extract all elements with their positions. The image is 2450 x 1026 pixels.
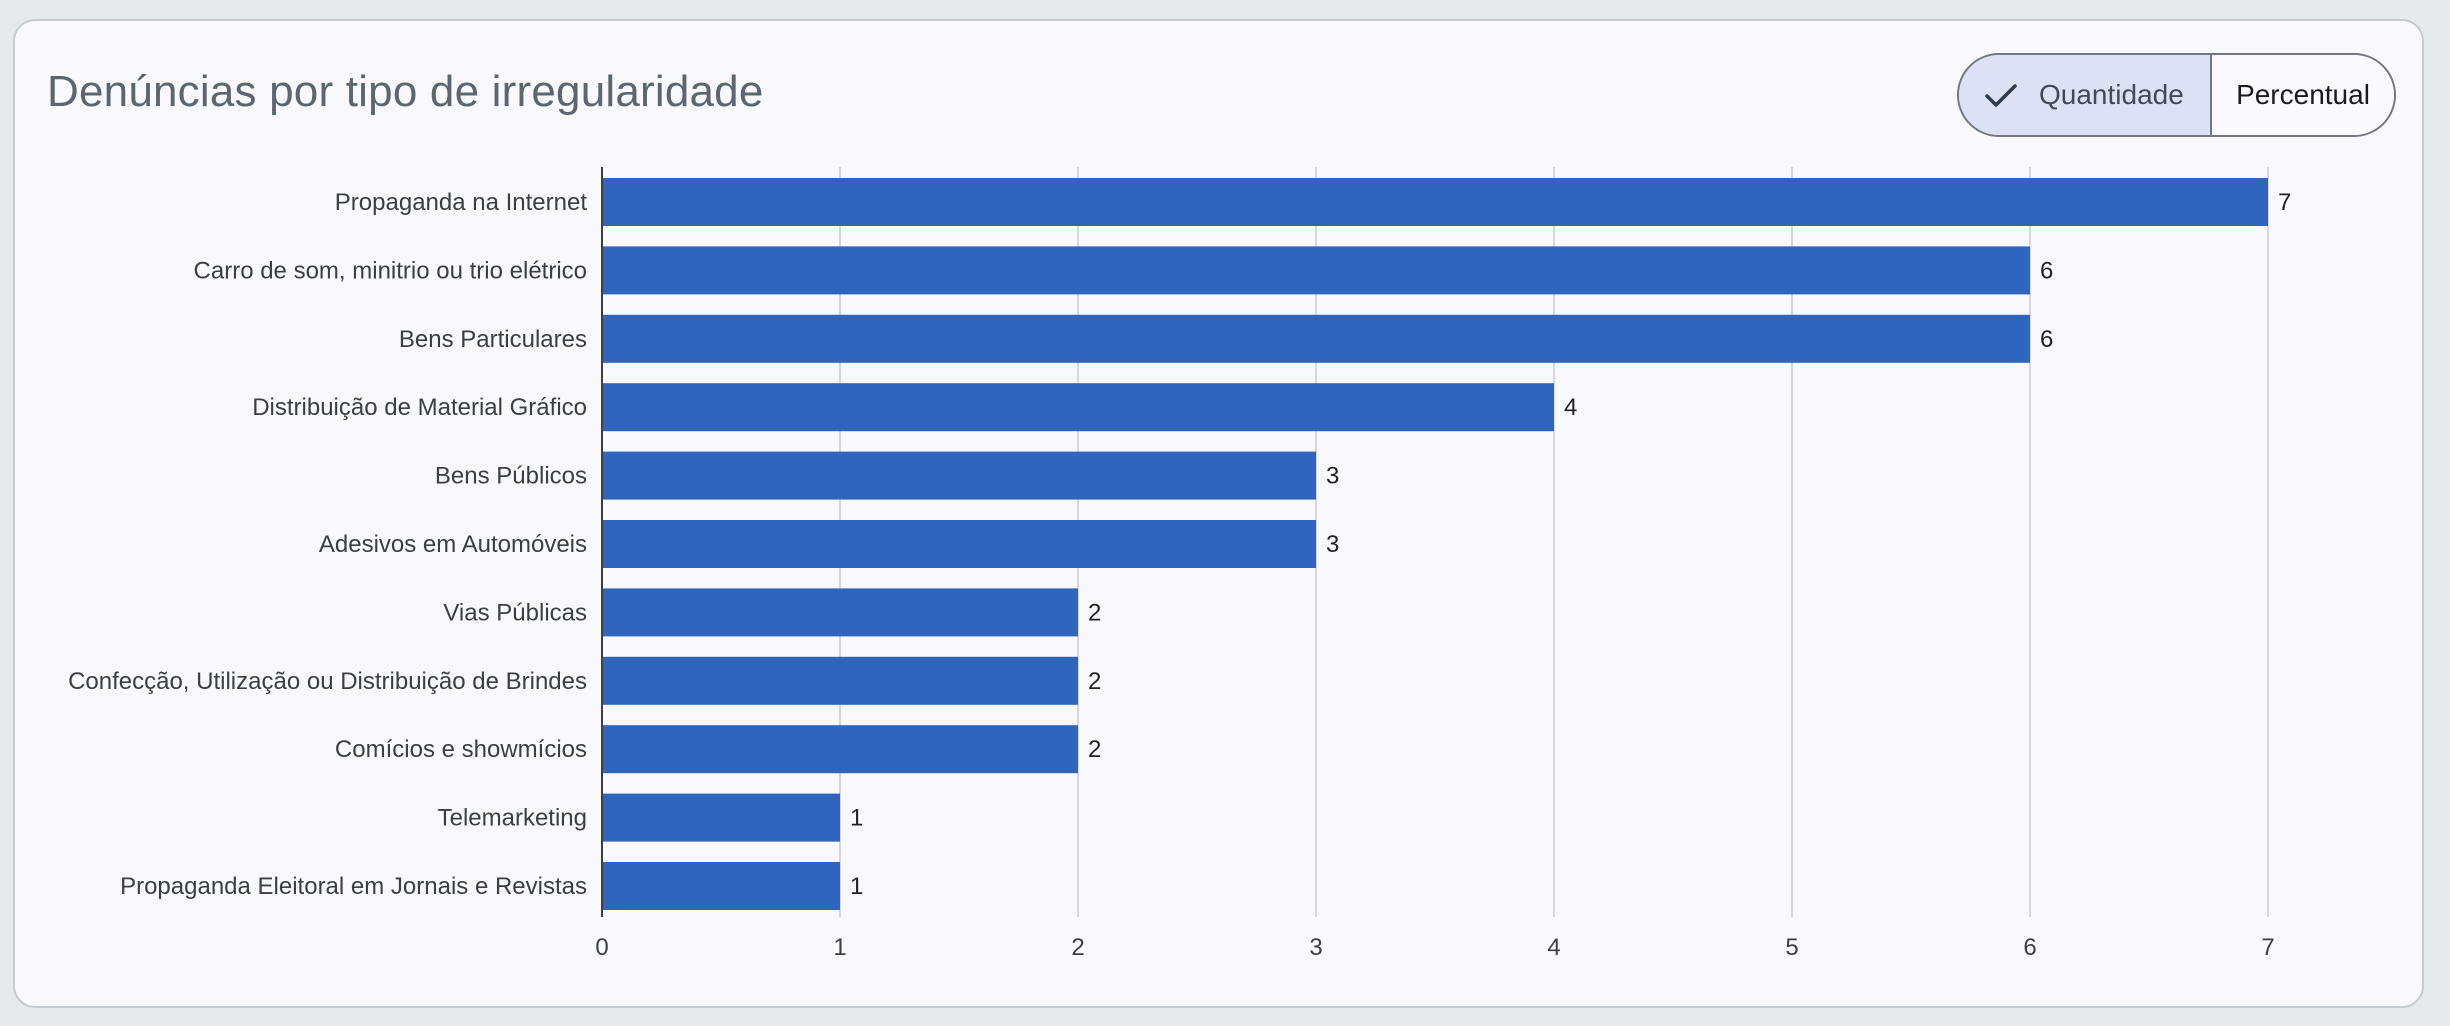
- bar: [602, 656, 1078, 705]
- data-label: 3: [1326, 463, 1339, 490]
- chart-card: Denúncias por tipo de irregularidade Qua…: [13, 19, 2424, 1008]
- category-label: Propaganda Eleitoral em Jornais e Revist…: [120, 873, 587, 900]
- view-toggle: Quantidade Percentual: [1957, 53, 2396, 137]
- bar: [602, 520, 1316, 568]
- category-label: Distribuição de Material Gráfico: [252, 394, 587, 421]
- x-tick-label: 4: [1547, 934, 1560, 961]
- category-label: Vias Públicas: [443, 599, 587, 626]
- x-tick-label: 3: [1309, 934, 1322, 961]
- bar-chart: Propaganda na Internet 7 Carro de som, min…: [68, 167, 2291, 961]
- data-label: 7: [2278, 189, 2291, 216]
- bar: [602, 725, 1078, 774]
- data-label: 1: [850, 873, 863, 900]
- x-tick-label: 0: [595, 934, 608, 961]
- toggle-quantidade-label: Quantidade: [2039, 79, 2184, 110]
- data-label: 2: [1088, 668, 1101, 695]
- data-label: 2: [1088, 736, 1101, 763]
- card-title: Denúncias por tipo de irregularidade: [47, 67, 764, 116]
- category-label: Adesivos em Automóveis: [319, 531, 587, 558]
- category-label: Bens Públicos: [435, 463, 587, 490]
- bar: [602, 314, 2030, 363]
- bar: [602, 451, 1316, 500]
- category-label: Telemarketing: [438, 805, 587, 832]
- toggle-percentual-label: Percentual: [2236, 79, 2370, 110]
- toggle-percentual-button[interactable]: Percentual: [2212, 55, 2394, 135]
- category-label: Comícios e showmícios: [335, 736, 587, 763]
- data-label: 3: [1326, 531, 1339, 558]
- bar: [602, 793, 840, 842]
- x-tick-label: 5: [1785, 934, 1798, 961]
- bar: [602, 588, 1078, 637]
- bar: [602, 862, 840, 910]
- bar: [602, 383, 1554, 432]
- toggle-quantidade-button[interactable]: Quantidade: [1959, 55, 2212, 135]
- data-label: 6: [2040, 326, 2053, 353]
- data-label: 6: [2040, 257, 2053, 284]
- x-tick-label: 6: [2023, 934, 2036, 961]
- x-tick-label: 7: [2261, 934, 2274, 961]
- data-label: 4: [1564, 394, 1577, 421]
- bar: [602, 178, 2268, 226]
- bar: [602, 246, 2030, 295]
- check-icon: [1985, 84, 2017, 107]
- x-tick-label: 1: [833, 934, 846, 961]
- category-label: Bens Particulares: [399, 326, 587, 353]
- x-tick-label: 2: [1071, 934, 1084, 961]
- category-label: Propaganda na Internet: [335, 189, 588, 216]
- category-label: Confecção, Utilização ou Distribuição de…: [68, 668, 587, 695]
- data-label: 1: [850, 805, 863, 832]
- category-label: Carro de som, minitrio ou trio elétrico: [194, 257, 587, 284]
- data-label: 2: [1088, 599, 1101, 626]
